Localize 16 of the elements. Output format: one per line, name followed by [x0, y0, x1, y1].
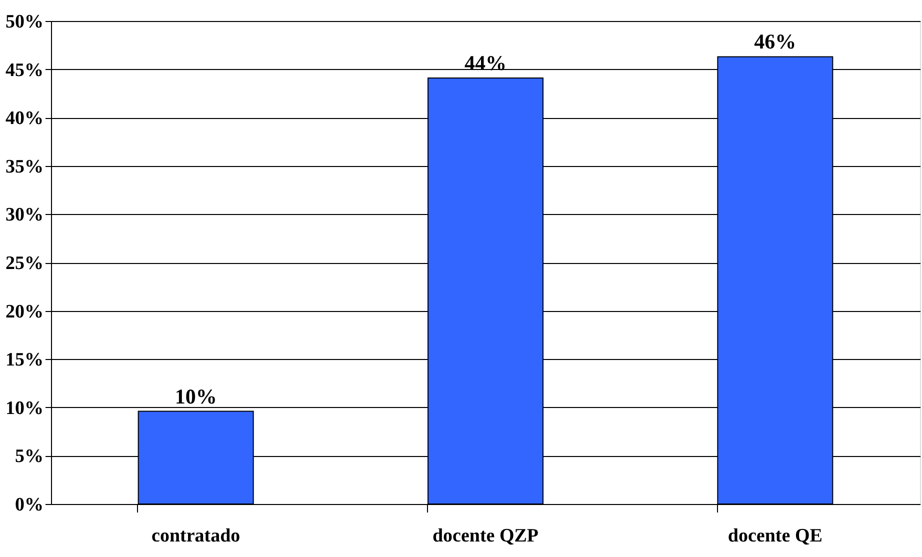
x-tick-label: docente QE — [728, 526, 822, 546]
data-label: 46% — [754, 30, 796, 54]
y-tick-label: 30% — [6, 204, 44, 226]
y-tick-label: 50% — [6, 12, 44, 32]
y-tick-label: 40% — [6, 108, 44, 130]
x-tick-label: contratado — [152, 526, 240, 546]
data-label: 10% — [174, 384, 217, 408]
y-tick-label: 15% — [6, 350, 44, 371]
y-tick-label: 45% — [6, 60, 44, 81]
y-tick-label: 10% — [6, 398, 44, 419]
y-tick-label: 25% — [6, 253, 44, 274]
x-tick-label: docente QZP — [432, 526, 539, 546]
y-tick-label: 5% — [15, 446, 44, 468]
y-tick-label: 35% — [6, 156, 44, 178]
y-tick-label: 20% — [6, 301, 44, 322]
y-tick-label: 0% — [15, 494, 44, 516]
